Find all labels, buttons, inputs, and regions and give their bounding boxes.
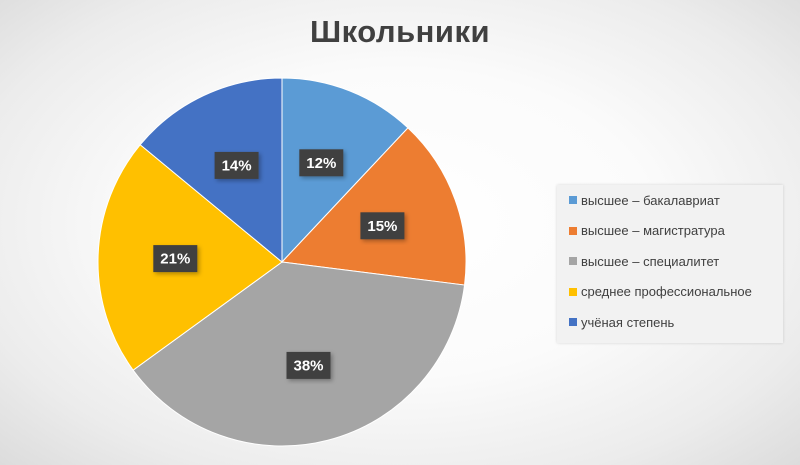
legend-item-2: высшее – магистратура bbox=[569, 223, 725, 239]
data-label-box bbox=[286, 351, 331, 379]
legend-swatch bbox=[569, 196, 577, 204]
legend-item-3: высшее – специалитет bbox=[569, 253, 719, 269]
legend-swatch bbox=[569, 226, 577, 235]
data-labels: 12% 15% 38% 21% 14% bbox=[153, 149, 405, 379]
pie-slices bbox=[97, 77, 467, 447]
data-label-text: 21% bbox=[160, 251, 190, 268]
data-label-4: 21% bbox=[153, 245, 198, 273]
pie-slice-1 bbox=[281, 77, 409, 264]
legend-label: высшее – бакалавриат bbox=[581, 192, 720, 208]
data-label-1: 12% bbox=[299, 149, 344, 177]
chart-title: Школьники bbox=[309, 14, 491, 49]
data-label-3: 38% bbox=[286, 351, 331, 379]
legend-swatch bbox=[569, 257, 577, 265]
pie-slice-2 bbox=[280, 127, 467, 286]
data-label-box bbox=[214, 151, 259, 179]
data-label-2: 15% bbox=[360, 212, 405, 240]
legend-item-1: высшее – бакалавриат bbox=[569, 192, 720, 208]
pie-slice-5 bbox=[139, 77, 283, 264]
data-label-box bbox=[299, 149, 344, 177]
legend-label: среднее профессиональное bbox=[581, 284, 752, 299]
legend-item-4: среднее профессиональное bbox=[569, 284, 752, 300]
data-label-text: 38% bbox=[293, 357, 323, 374]
data-label-box bbox=[153, 245, 198, 273]
data-label-text: 12% bbox=[306, 155, 336, 172]
legend-label: учёная степень bbox=[581, 314, 675, 330]
data-label-box bbox=[360, 212, 405, 240]
data-label-text: 15% bbox=[367, 218, 397, 235]
legend: высшее – бакалавриат высшее – магистратур… bbox=[557, 185, 783, 343]
legend-label: высшее – специалитет bbox=[581, 253, 720, 269]
data-label-5: 14% bbox=[214, 151, 259, 179]
legend-swatch bbox=[569, 287, 577, 296]
legend-swatch bbox=[569, 318, 577, 326]
legend-label: высшее – магистратура bbox=[581, 223, 725, 238]
data-label-text: 14% bbox=[222, 157, 252, 174]
legend-item-5: учёная степень bbox=[569, 314, 674, 330]
